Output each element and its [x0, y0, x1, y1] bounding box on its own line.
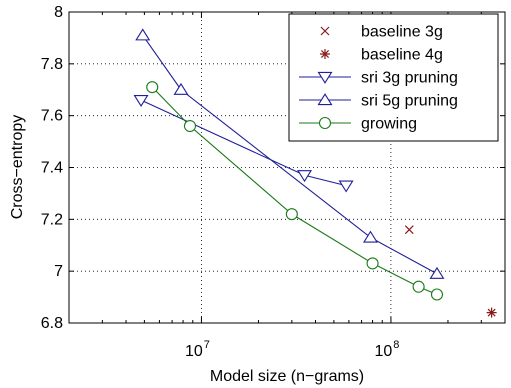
legend-entry: growing: [299, 116, 417, 133]
data-point: [430, 288, 444, 301]
data-point: [412, 280, 425, 293]
legend-label: growing: [361, 116, 417, 133]
legend-marker: [320, 49, 330, 59]
y-tick-label: 7: [54, 263, 63, 280]
series-layer: [133, 28, 497, 318]
legend-marker: [317, 93, 333, 106]
legend-entry: baseline 3g: [320, 24, 443, 41]
data-point: [285, 208, 298, 221]
y-tick-label: 6.8: [41, 315, 63, 332]
series-baseline-3g: [404, 225, 414, 235]
data-point: [297, 170, 313, 183]
legend-label: sri 5g pruning: [361, 93, 458, 110]
data-point: [429, 266, 445, 279]
data-point: [486, 307, 497, 318]
data-point: [135, 28, 151, 41]
data-point: [366, 257, 379, 270]
data-point: [338, 180, 354, 193]
series-growing: [146, 81, 444, 301]
data-point: [183, 119, 197, 133]
data-point: [404, 225, 414, 235]
data-point: [146, 81, 159, 94]
x-tick-label: 108: [374, 339, 399, 360]
legend-entry: sri 3g pruning: [299, 70, 458, 87]
legend-label: baseline 4g: [361, 47, 443, 64]
y-tick-label: 7.6: [41, 108, 63, 125]
legend-entry: baseline 4g: [320, 47, 443, 64]
y-axis-label: Cross−entropy: [9, 115, 26, 220]
x-tick-exponent: 7: [204, 339, 210, 351]
legend-marker: [317, 71, 333, 84]
y-tick-label: 7.2: [41, 211, 63, 228]
series-sri-5g-pruning: [135, 28, 445, 279]
legend-marker: [320, 26, 330, 36]
x-axis-label: Model size (n−grams): [210, 368, 364, 385]
legend: baseline 3g baseline 4g sri 3g pruning sri …: [288, 13, 499, 142]
grid-lines: [69, 12, 505, 323]
x-tick-label: 107: [185, 339, 210, 360]
legend-label: baseline 3g: [361, 24, 443, 41]
series-baseline-4g: [486, 307, 497, 318]
series-line: [142, 35, 438, 275]
legend-marker: [318, 116, 332, 130]
data-point: [133, 95, 149, 108]
y-tick-label: 7.4: [41, 160, 63, 177]
data-point: [173, 82, 189, 95]
y-tick-label: 7.8: [41, 56, 63, 73]
x-tick-exponent: 8: [393, 339, 399, 351]
y-tick-label: 8: [54, 4, 63, 21]
data-point: [362, 230, 378, 243]
legend-label: sri 3g pruning: [361, 70, 458, 87]
legend-entry: sri 5g pruning: [299, 93, 458, 110]
